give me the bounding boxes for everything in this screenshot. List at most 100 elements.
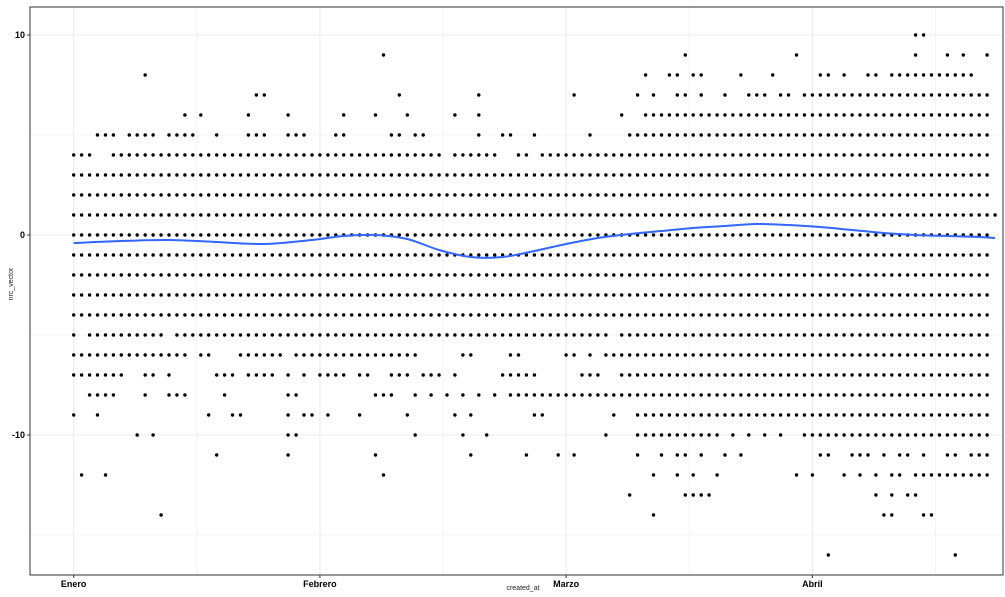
data-point [882, 353, 886, 357]
data-point [882, 333, 886, 337]
data-point [127, 213, 131, 217]
data-point [993, 213, 997, 217]
data-point [723, 313, 727, 317]
data-point [532, 333, 537, 337]
data-point [302, 273, 306, 277]
data-point [381, 333, 386, 337]
data-point [842, 433, 846, 437]
data-point [739, 313, 743, 317]
data-point [135, 133, 139, 137]
data-point [588, 353, 592, 357]
data-point [556, 193, 560, 197]
data-point [191, 253, 195, 257]
data-point [945, 453, 950, 457]
data-point [707, 233, 711, 237]
data-point [691, 333, 695, 337]
data-point [675, 113, 679, 117]
data-point [818, 233, 822, 237]
data-point [222, 273, 227, 277]
data-point [763, 313, 767, 317]
data-point [977, 353, 981, 357]
data-point [651, 173, 656, 177]
data-point [95, 413, 100, 417]
data-point [850, 93, 854, 97]
data-point [342, 373, 346, 377]
data-point [826, 553, 830, 557]
data-point [278, 253, 282, 257]
data-point [596, 373, 600, 377]
data-point [350, 253, 354, 257]
data-point [199, 233, 203, 237]
data-point [405, 313, 409, 317]
data-point [985, 353, 989, 357]
data-point [882, 213, 886, 217]
data-point [937, 473, 942, 477]
data-point [580, 153, 584, 157]
data-point [270, 193, 274, 197]
data-point [929, 273, 934, 277]
data-point [103, 353, 108, 357]
data-point [548, 233, 552, 237]
data-point [326, 413, 330, 417]
data-point [850, 133, 854, 137]
data-point [596, 273, 600, 277]
x-tick-label: Marzo [553, 579, 580, 589]
data-point [969, 353, 973, 357]
data-point [342, 193, 346, 197]
data-point [739, 133, 743, 137]
data-point [564, 233, 568, 237]
panel-background [30, 7, 1003, 575]
data-point [389, 293, 394, 297]
data-point [135, 233, 139, 237]
data-point [842, 173, 846, 177]
data-point [215, 293, 219, 297]
data-point [342, 293, 346, 297]
data-point [739, 153, 743, 157]
data-point [437, 273, 441, 277]
data-point [890, 213, 894, 217]
data-point [556, 293, 560, 297]
data-point [977, 213, 981, 217]
data-point [810, 373, 815, 377]
data-point [794, 313, 799, 317]
data-point [786, 333, 791, 337]
data-point [469, 293, 473, 297]
data-point [818, 193, 822, 197]
data-point [215, 373, 219, 377]
data-point [564, 253, 568, 257]
data-point [794, 333, 799, 337]
data-point [381, 293, 386, 297]
data-point [707, 493, 711, 497]
data-point [913, 433, 918, 437]
data-point [183, 193, 187, 197]
data-point [858, 393, 862, 397]
data-point [771, 393, 775, 397]
data-point [683, 273, 687, 277]
data-point [596, 193, 600, 197]
data-point [929, 473, 934, 477]
data-point [961, 73, 965, 77]
data-point [556, 153, 560, 157]
data-point [151, 213, 155, 217]
data-point [278, 173, 282, 177]
data-point [477, 153, 481, 157]
data-point [651, 413, 656, 417]
data-point [818, 393, 822, 397]
data-point [119, 353, 124, 357]
data-point [350, 173, 354, 177]
data-point [921, 173, 926, 177]
data-point [921, 193, 926, 197]
data-point [397, 213, 401, 217]
data-point [405, 253, 409, 257]
data-point [858, 213, 862, 217]
data-point [850, 433, 854, 437]
data-point [389, 173, 394, 177]
data-point [72, 313, 76, 317]
data-point [254, 173, 259, 177]
data-point [175, 133, 179, 137]
data-point [477, 193, 481, 197]
data-point [103, 253, 108, 257]
data-point [707, 253, 711, 257]
data-point [238, 413, 243, 417]
data-point [580, 393, 584, 397]
